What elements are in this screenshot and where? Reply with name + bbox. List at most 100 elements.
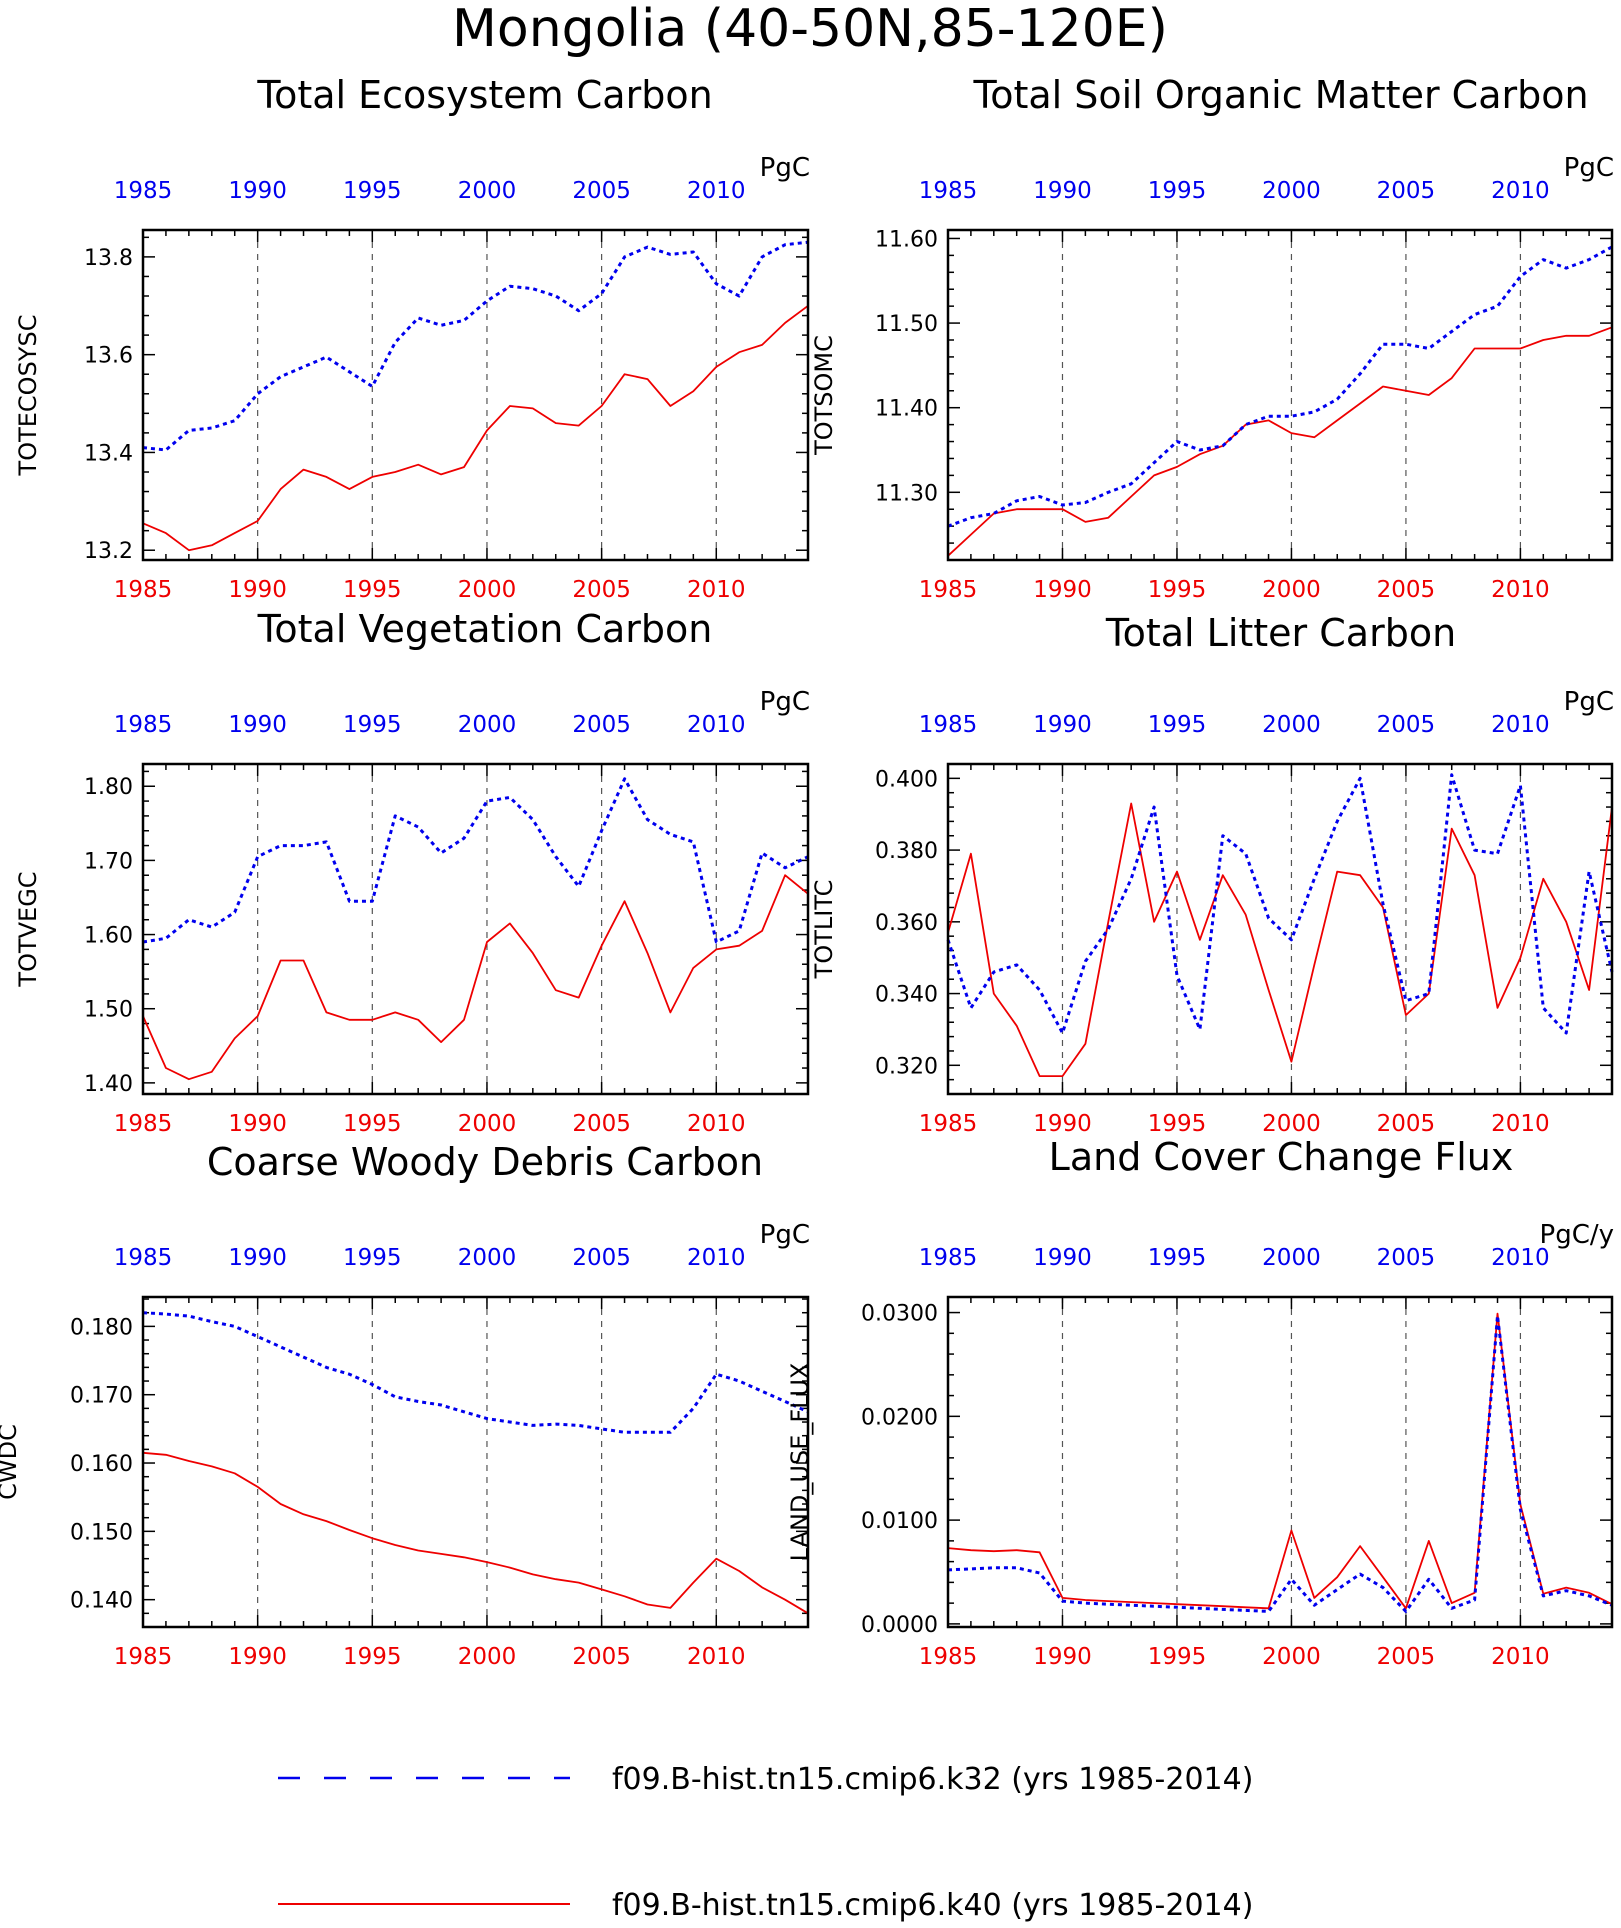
x-tick-label-bottom: 2000 [458, 1111, 517, 1137]
x-tick-label-bottom: 1985 [919, 1111, 978, 1137]
x-tick-label-top: 2010 [687, 1245, 746, 1271]
x-tick-label-top: 2005 [572, 178, 631, 204]
panel-5: Coarse Woody Debris Carbon PgC CWDC 1985 198… [0, 1140, 810, 1670]
series-line-k32 [142, 240, 809, 452]
y-tick-label: 0.140 [70, 1589, 133, 1614]
plot-frame [946, 1295, 1614, 1629]
series-line-k32 [142, 1311, 809, 1434]
x-tick-label-bottom: 1985 [114, 577, 173, 603]
x-tick-label-bottom: 2005 [572, 1644, 631, 1670]
panel-3: Total Vegetation Carbon PgC TOTVEGC 1985 198… [14, 607, 810, 1137]
x-tick-label-top: 1995 [343, 178, 402, 204]
x-tick-label-bottom: 1985 [114, 1644, 173, 1670]
legend-label-series2: f09.B-hist.tn15.cmip6.k40 (yrs 1985-2014… [612, 1888, 1253, 1923]
y-tick-label: 1.80 [84, 775, 133, 800]
x-tick-label-bottom: 1995 [1148, 577, 1207, 603]
x-tick-label-bottom: 1985 [919, 1644, 978, 1670]
x-tick-label-top: 1995 [1148, 1245, 1207, 1271]
plot-frame [946, 762, 1614, 1096]
y-tick-label: 11.60 [875, 227, 938, 252]
x-tick-label-bottom: 2000 [1262, 577, 1321, 603]
series-line-k32 [142, 777, 809, 944]
x-tick-label-bottom: 2000 [458, 577, 517, 603]
x-tick-label-top: 1990 [1033, 1245, 1092, 1271]
x-tick-label-top: 2010 [687, 712, 746, 738]
y-tick-label: 0.150 [70, 1520, 133, 1545]
x-tick-label-top: 2005 [1377, 178, 1436, 204]
x-tick-label-bottom: 2000 [1262, 1111, 1321, 1137]
plot-frame [141, 762, 810, 1096]
unit-label: PgC [760, 687, 810, 717]
x-tick-label-top: 1995 [1148, 712, 1207, 738]
x-tick-label-bottom: 1995 [343, 577, 402, 603]
y-tick-label: 11.50 [875, 312, 938, 337]
y-axis-label: TOTSOMC [810, 335, 838, 456]
x-tick-label-top: 2000 [458, 1245, 517, 1271]
x-tick-label-bottom: 1990 [1033, 1111, 1092, 1137]
legend-label-series1: f09.B-hist.tn15.cmip6.k32 (yrs 1985-2014… [612, 1762, 1253, 1797]
main-title: Mongolia (40-50N,85-120E) [452, 0, 1168, 59]
panel-2: Total Soil Organic Matter Carbon PgC TOTSO… [810, 73, 1614, 603]
series-line-k40 [947, 326, 1613, 557]
unit-label: PgC [1564, 687, 1614, 717]
y-tick-label: 0.180 [70, 1315, 133, 1340]
x-tick-label-bottom: 1990 [228, 577, 287, 603]
x-tick-label-top: 2000 [458, 178, 517, 204]
y-tick-label: 0.0100 [861, 1509, 938, 1534]
x-tick-label-top: 2005 [1377, 712, 1436, 738]
x-tick-label-top: 1985 [919, 178, 978, 204]
x-tick-label-bottom: 2010 [1491, 1111, 1550, 1137]
x-tick-label-bottom: 2010 [1491, 1644, 1550, 1670]
x-tick-label-top: 1985 [919, 1245, 978, 1271]
x-tick-label-bottom: 2005 [1377, 1644, 1436, 1670]
x-tick-label-bottom: 2010 [687, 1644, 746, 1670]
x-tick-label-top: 1990 [1033, 712, 1092, 738]
x-tick-label-top: 2000 [458, 712, 517, 738]
x-tick-label-top: 1995 [1148, 178, 1207, 204]
y-tick-label: 0.0300 [861, 1302, 938, 1327]
legend: f09.B-hist.tn15.cmip6.k32 (yrs 1985-2014… [278, 1762, 1253, 1923]
panel-title: Total Litter Carbon [1105, 611, 1456, 655]
series-line-k40 [947, 1312, 1613, 1610]
x-tick-label-bottom: 1985 [114, 1111, 173, 1137]
y-tick-label: 0.360 [875, 911, 938, 936]
panel-title: Land Cover Change Flux [1049, 1135, 1514, 1179]
unit-label: PgC [760, 153, 810, 183]
unit-label: PgC [1564, 153, 1614, 183]
y-tick-label: 13.2 [84, 539, 133, 564]
x-tick-label-bottom: 2010 [687, 577, 746, 603]
series-line-k32 [947, 245, 1613, 528]
x-tick-label-bottom: 2000 [1262, 1644, 1321, 1670]
y-tick-label: 11.40 [875, 397, 938, 422]
x-tick-label-top: 2000 [1262, 1245, 1321, 1271]
series-line-k40 [947, 802, 1613, 1077]
y-tick-label: 13.8 [84, 246, 133, 271]
unit-label: PgC/y [1540, 1220, 1614, 1250]
x-tick-label-top: 1990 [228, 1245, 287, 1271]
y-tick-label: 0.400 [875, 767, 938, 792]
x-tick-label-top: 2000 [1262, 712, 1321, 738]
x-tick-label-bottom: 1990 [1033, 577, 1092, 603]
y-axis-label: CWDC [0, 1424, 22, 1500]
y-tick-label: 0.0000 [861, 1613, 938, 1638]
x-tick-label-bottom: 1995 [1148, 1111, 1207, 1137]
x-tick-label-bottom: 1990 [228, 1644, 287, 1670]
y-tick-label: 0.160 [70, 1452, 133, 1477]
x-tick-label-top: 2010 [1491, 1245, 1550, 1271]
y-tick-label: 13.4 [84, 441, 133, 466]
x-tick-label-bottom: 2005 [1377, 1111, 1436, 1137]
x-tick-label-bottom: 1995 [343, 1111, 402, 1137]
panel-6: Land Cover Change Flux PgC/y LAND_USE_FLUX… [786, 1135, 1614, 1670]
panel-title: Total Ecosystem Carbon [256, 73, 712, 117]
x-tick-label-bottom: 2010 [687, 1111, 746, 1137]
x-tick-label-bottom: 2000 [458, 1644, 517, 1670]
y-tick-label: 0.380 [875, 839, 938, 864]
y-tick-label: 13.6 [84, 344, 133, 369]
x-tick-label-top: 2010 [1491, 712, 1550, 738]
y-tick-label: 1.60 [84, 924, 133, 949]
x-tick-label-bottom: 1990 [228, 1111, 287, 1137]
x-tick-label-bottom: 2005 [572, 577, 631, 603]
x-tick-label-top: 2010 [687, 178, 746, 204]
y-tick-label: 1.50 [84, 998, 133, 1023]
